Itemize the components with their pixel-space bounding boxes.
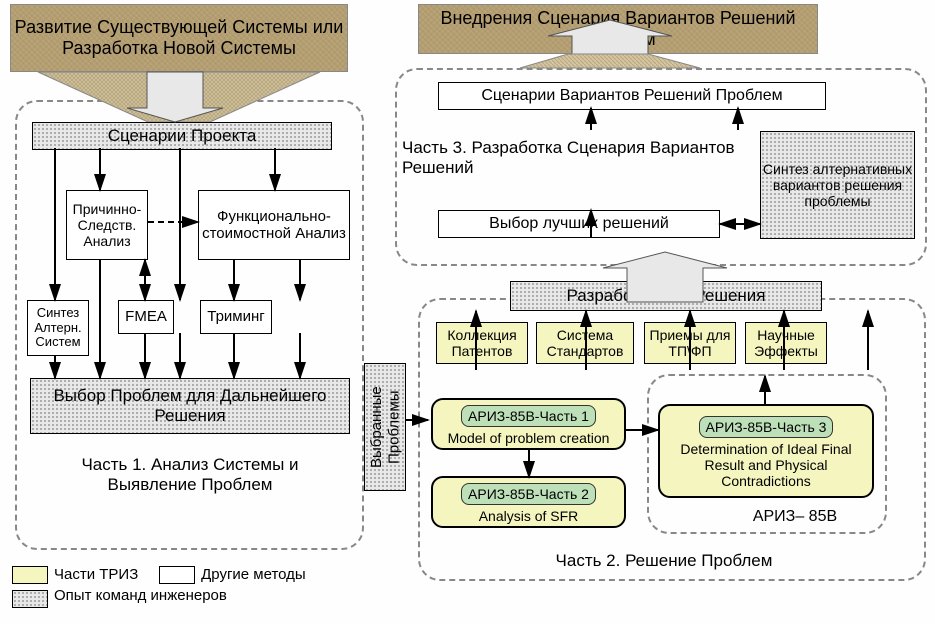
ariz1-box: АРИЗ-85В-Часть 1 Model of problem creati… [431, 398, 626, 450]
ariz2-body: Analysis of SFR [479, 508, 579, 524]
developed-box: Разработанные Решения [510, 281, 822, 311]
part1-title: Часть 1. Анализ Системы и Выявление Проб… [40, 455, 340, 495]
part3-synth-box: Синтез алтернативных вариантов решения п… [760, 131, 915, 239]
legend-exp-label: Опыт команд инженеров [54, 587, 227, 604]
trimming-box: Триминг [200, 300, 272, 334]
ariz1-header: АРИЗ-85В-Часть 1 [461, 405, 596, 427]
tech-box: Приемы для ТП\ФП [644, 322, 736, 364]
part3-best-box: Выбор лучших решений [438, 210, 720, 238]
legend: Части ТРИЗ Другие методы Опыт команд инж… [12, 566, 306, 608]
select-problems-box: Выбор Проблем для Дальнейшего Решения [30, 378, 350, 434]
ariz2-box: АРИЗ-85В-Часть 2 Analysis of SFR [431, 476, 626, 528]
bridge-box: Выбранные Проблемы [364, 363, 406, 491]
legend-triz-swatch [12, 566, 48, 584]
legend-other-swatch [159, 566, 195, 584]
legend-exp-swatch [12, 590, 48, 608]
bridge-text: Выбранные Проблемы [368, 364, 403, 490]
funccost-box: Функционально-стоимостной Анализ [198, 190, 350, 260]
standards-box: Система Стандартов [536, 322, 634, 364]
patents-box: Коллекция Патентов [436, 322, 528, 364]
ariz1-body: Model of problem creation [448, 430, 610, 446]
effects-box: Научные Эффекты [745, 322, 827, 364]
part2-title: Часть 2. Решение Проблем [474, 551, 854, 571]
scenarios-box: Сценарии Проекта [32, 122, 332, 150]
fmea-box: FMEA [118, 300, 174, 334]
legend-other-label: Другие методы [201, 566, 306, 583]
ariz2-header: АРИЗ-85В-Часть 2 [461, 483, 596, 505]
legend-triz-label: Части ТРИЗ [54, 566, 138, 583]
causal-box: Причинно-Следств. Анализ [66, 190, 148, 260]
part3-scen-box: Сценарии Вариантов Решений Проблем [438, 82, 826, 110]
ariz-label: АРИЗ– 85В [720, 508, 870, 526]
part3-title: Часть 3. Разработка Сценария Вариантов Р… [402, 138, 742, 178]
header-right: Внедрения Сценария Вариантов Решений Про… [418, 4, 818, 54]
header-left: Развитие Существующей Системы или Разраб… [10, 4, 348, 72]
synth-box: Синтез Алтерн. Систем [27, 300, 89, 356]
